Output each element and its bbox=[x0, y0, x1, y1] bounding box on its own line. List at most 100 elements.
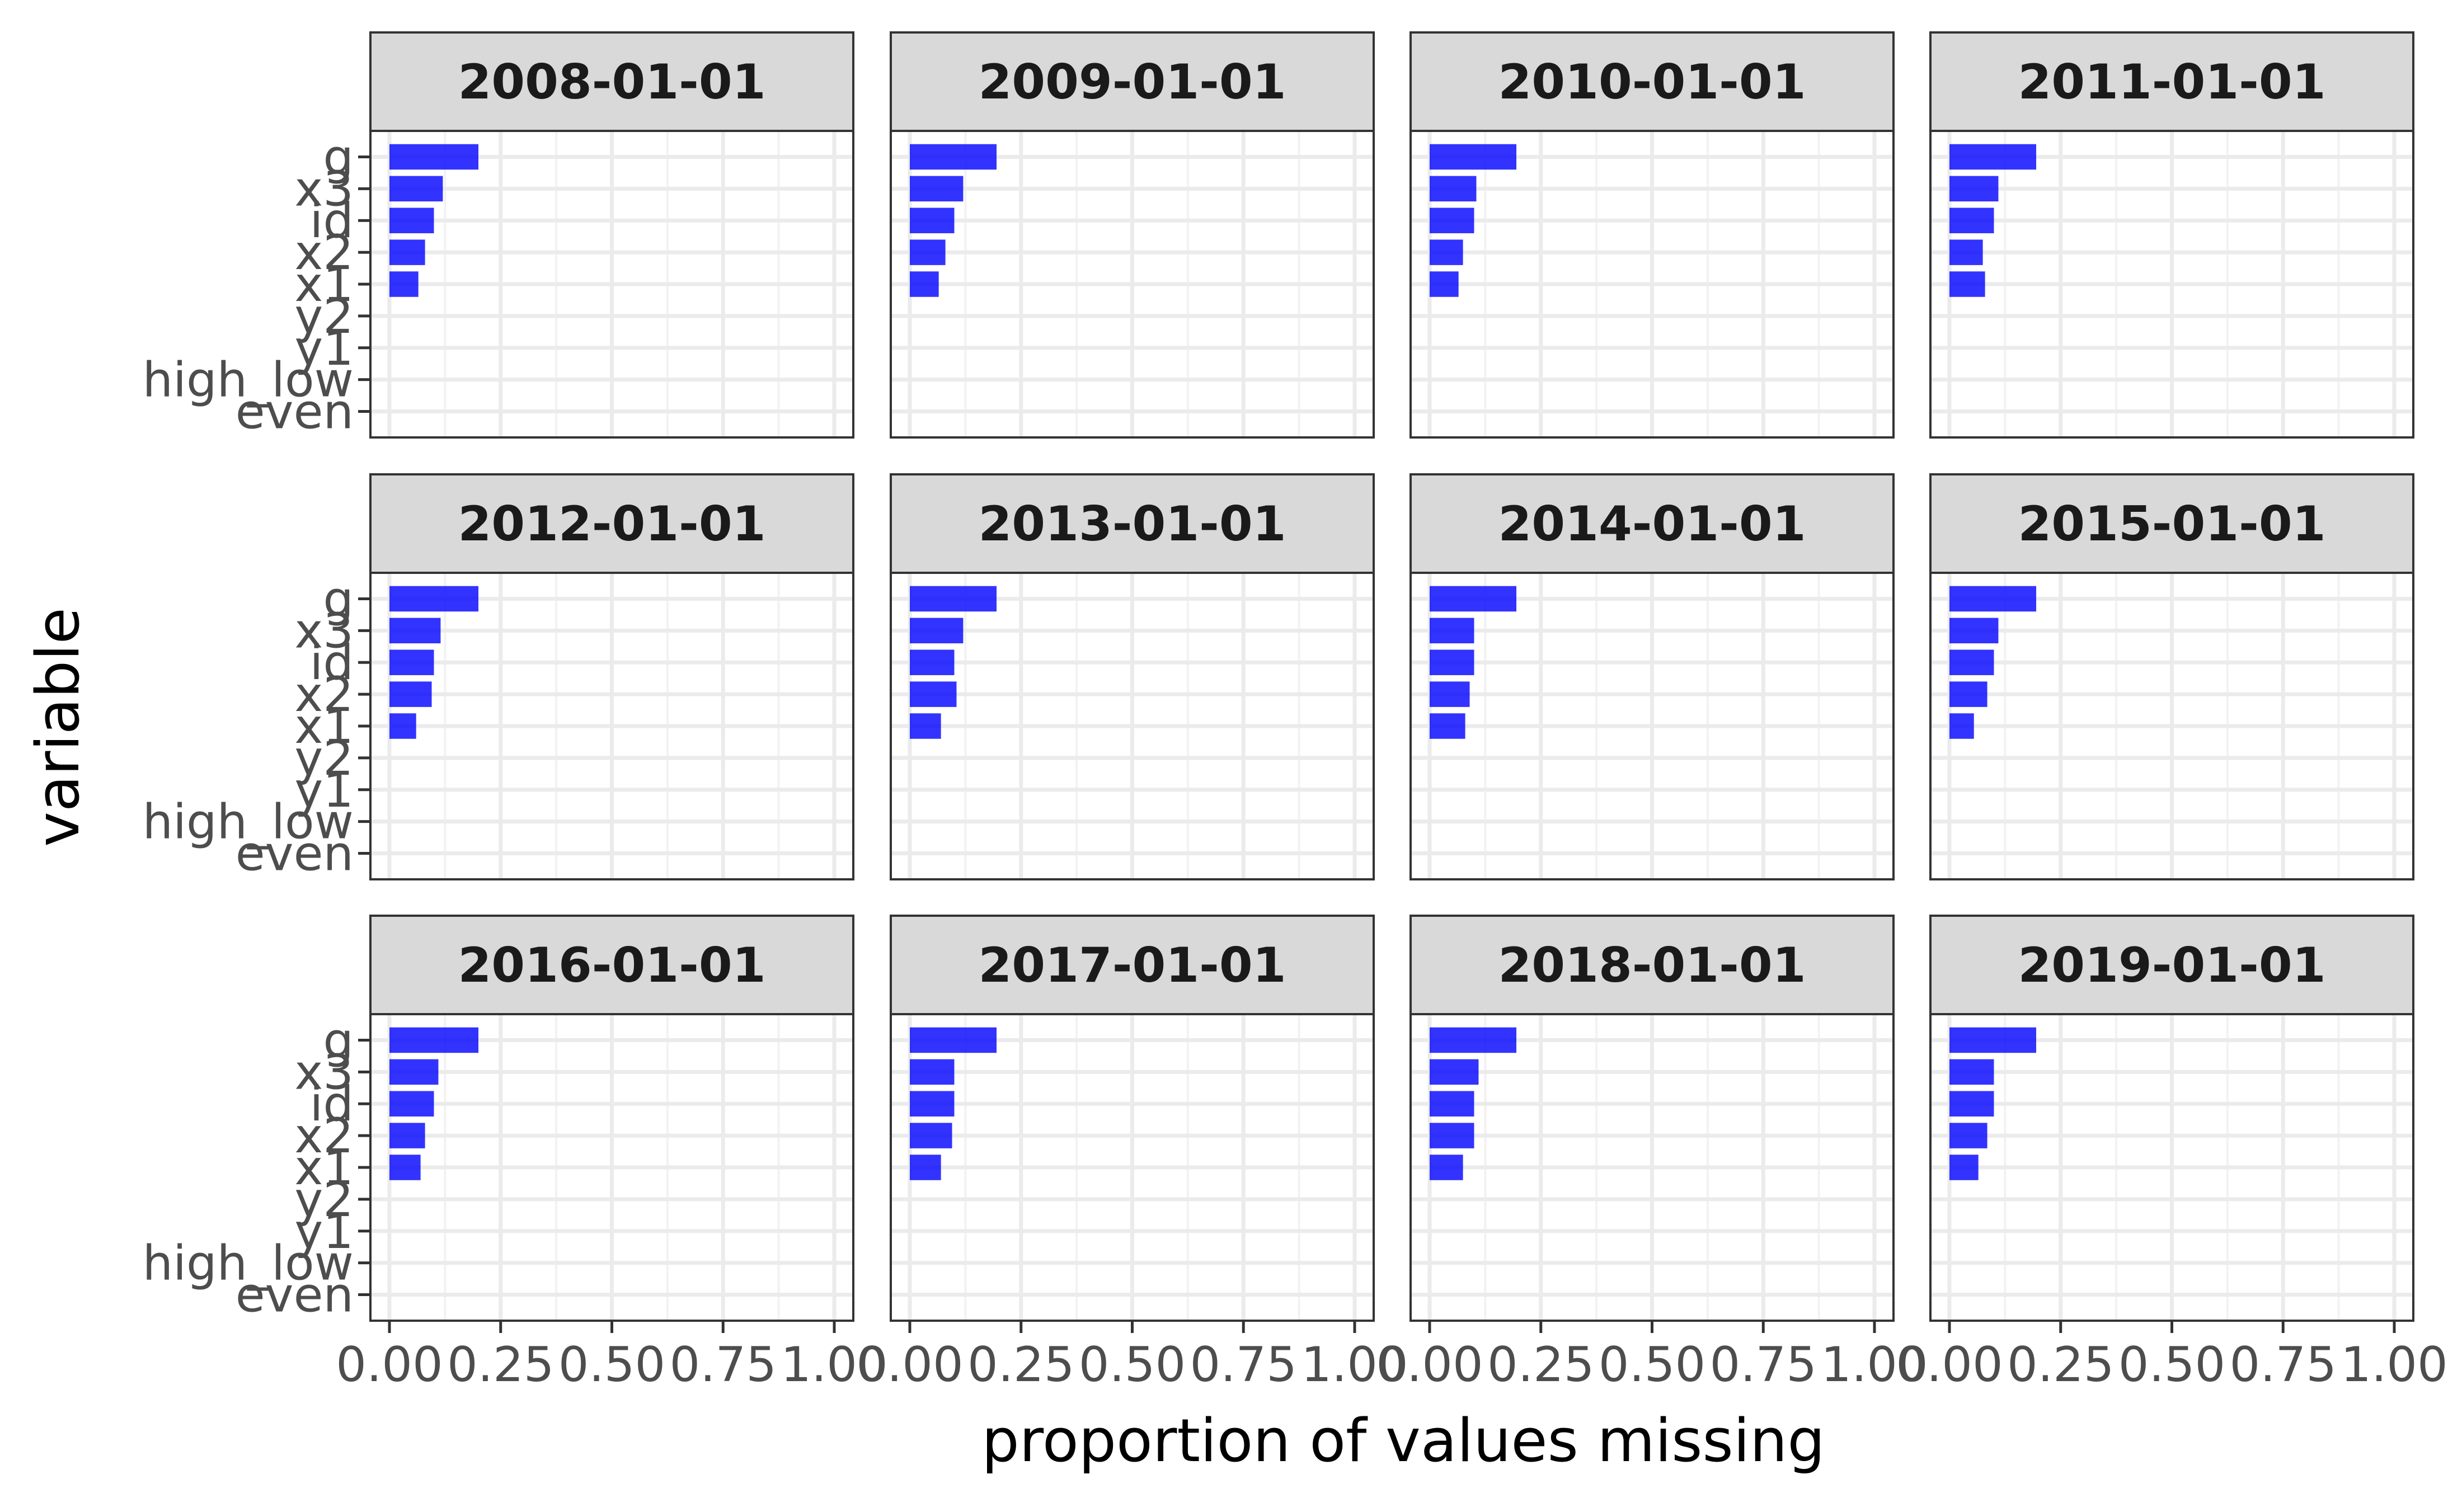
y-tick-label: g bbox=[323, 1012, 354, 1068]
bar-x1 bbox=[910, 271, 939, 297]
bar-x1 bbox=[1430, 713, 1465, 739]
x-tick-label: 0.00 bbox=[336, 1337, 443, 1393]
bar-x1 bbox=[389, 271, 419, 297]
x-tick-label: 0.25 bbox=[1487, 1337, 1594, 1393]
bar-id bbox=[910, 1091, 955, 1117]
y-tick-label: y1 bbox=[294, 321, 354, 376]
facet-strip bbox=[890, 915, 1375, 1015]
bar-x2 bbox=[1430, 1123, 1474, 1148]
y-tick-label: g bbox=[323, 571, 354, 627]
y-tick-label: y2 bbox=[294, 1172, 354, 1228]
bar-id bbox=[1430, 1091, 1474, 1117]
x-tick-label: 0.00 bbox=[1896, 1337, 2003, 1393]
y-tick-label: x2 bbox=[294, 667, 354, 723]
bar-id bbox=[389, 1091, 434, 1117]
facet-strip-label: 2009-01-01 bbox=[978, 54, 1286, 110]
bar-x2 bbox=[1430, 239, 1463, 265]
facet-strip-label: 2018-01-01 bbox=[1498, 938, 1806, 993]
bar-g bbox=[389, 144, 478, 170]
x-tick-label: 0.75 bbox=[1710, 1337, 1817, 1393]
y-tick-label: x2 bbox=[294, 225, 354, 281]
facet-strip bbox=[369, 915, 854, 1015]
bar-x3 bbox=[1949, 176, 1999, 202]
y-tick-label: x1 bbox=[294, 1140, 354, 1196]
y-tick-label: y2 bbox=[294, 731, 354, 786]
facet-strip-label: 2013-01-01 bbox=[978, 496, 1286, 552]
bar-id bbox=[910, 649, 955, 675]
facet-strip bbox=[369, 473, 854, 574]
bar-x2 bbox=[910, 1123, 952, 1148]
facet-strip bbox=[1929, 915, 2414, 1015]
bar-x3 bbox=[910, 618, 964, 644]
x-tick-label: 1.00 bbox=[1821, 1337, 1928, 1393]
bar-x3 bbox=[1949, 1059, 1994, 1085]
facet-strip bbox=[1409, 31, 1895, 132]
facet-strip-label: 2012-01-01 bbox=[458, 496, 765, 552]
bar-x2 bbox=[1949, 681, 1987, 707]
y-tick-label: y1 bbox=[294, 1204, 354, 1260]
facet-panel: 2010-01-01 bbox=[1409, 31, 1895, 439]
facet-panel: 2014-01-01 bbox=[1409, 473, 1895, 880]
x-tick-label: 0.75 bbox=[1190, 1337, 1297, 1393]
bar-id bbox=[910, 208, 955, 233]
y-tick-label: even bbox=[236, 384, 354, 440]
x-tick-label: 1.00 bbox=[2341, 1337, 2447, 1393]
facet-panel: 2017-01-01 0.00 0.25 0.50 0.75 1.00 bbox=[856, 915, 1408, 1393]
bar-g bbox=[1949, 1027, 2037, 1053]
bar-id bbox=[389, 208, 434, 233]
bar-g bbox=[1949, 144, 2037, 170]
facet-panel: 2011-01-01 bbox=[1929, 31, 2414, 439]
bar-x3 bbox=[1949, 618, 1999, 644]
bar-id bbox=[1430, 208, 1474, 233]
bar-g bbox=[910, 1027, 997, 1053]
bar-x2 bbox=[910, 681, 957, 707]
bar-g bbox=[910, 586, 997, 612]
y-tick-label: high_low bbox=[143, 352, 354, 408]
bar-id bbox=[389, 649, 434, 675]
x-tick-label: 0.50 bbox=[1079, 1337, 1186, 1393]
x-tick-label: 0.00 bbox=[856, 1337, 963, 1393]
bar-g bbox=[1430, 1027, 1517, 1053]
panel-border bbox=[1409, 572, 1895, 880]
y-tick-label: x2 bbox=[294, 1108, 354, 1164]
facet-strip-label: 2015-01-01 bbox=[2018, 496, 2325, 552]
panel-border bbox=[1929, 130, 2414, 439]
facet-strip bbox=[369, 31, 854, 132]
bar-x3 bbox=[1430, 1059, 1479, 1085]
panel-border bbox=[890, 130, 1375, 439]
y-tick-label: x1 bbox=[294, 257, 354, 313]
bar-x1 bbox=[1949, 1155, 1979, 1180]
bar-x1 bbox=[1949, 271, 1985, 297]
bar-g bbox=[1430, 586, 1517, 612]
facet-strip bbox=[1409, 473, 1895, 574]
facet-strip-label: 2014-01-01 bbox=[1498, 496, 1806, 552]
y-tick-label: x1 bbox=[294, 699, 354, 755]
bar-g bbox=[389, 586, 478, 612]
y-tick-label: even bbox=[236, 1268, 354, 1323]
x-tick-label: 0.50 bbox=[2118, 1337, 2225, 1393]
bar-x3 bbox=[389, 618, 441, 644]
facet-panel: 2013-01-01 bbox=[890, 473, 1375, 880]
y-tick-label: high_low bbox=[143, 794, 354, 850]
x-tick-label: 0.25 bbox=[967, 1337, 1074, 1393]
x-tick-label: 1.00 bbox=[1301, 1337, 1408, 1393]
facet-strip bbox=[890, 473, 1375, 574]
y-tick-label: high_low bbox=[143, 1236, 354, 1292]
bar-x1 bbox=[1430, 1155, 1463, 1180]
x-tick-label: 0.75 bbox=[2230, 1337, 2337, 1393]
bar-g bbox=[1430, 144, 1517, 170]
bar-x3 bbox=[389, 176, 443, 202]
y-tick-label: even bbox=[236, 826, 354, 882]
y-tick-label: id bbox=[310, 635, 354, 691]
facet-strip bbox=[1409, 915, 1895, 1015]
bar-x1 bbox=[910, 713, 941, 739]
facet-strip bbox=[890, 31, 1375, 132]
y-tick-label: id bbox=[310, 1076, 354, 1132]
panel-border bbox=[1929, 572, 2414, 880]
bar-id bbox=[1949, 649, 1994, 675]
bar-x2 bbox=[389, 1123, 425, 1148]
bar-x2 bbox=[1949, 1123, 1987, 1148]
